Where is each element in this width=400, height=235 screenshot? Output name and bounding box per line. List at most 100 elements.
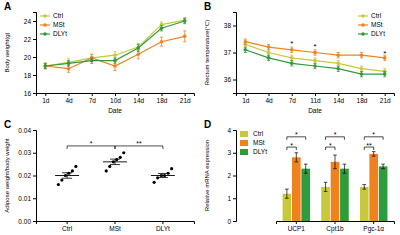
point: [119, 156, 122, 159]
legend-item: MSt: [358, 21, 383, 28]
x-tick: MSt: [109, 221, 121, 232]
bar: [292, 157, 301, 221]
annotation: *: [383, 49, 386, 58]
plot-area: [243, 39, 386, 77]
y-tick: 16: [24, 90, 36, 97]
error-bar: [67, 61, 70, 66]
significance-label: *: [90, 140, 93, 147]
legend-marker: [361, 14, 365, 18]
y-axis-title: Relative mRNA expression: [204, 140, 210, 211]
y-tick-label: 18: [24, 72, 32, 79]
bar: [321, 187, 330, 221]
y-tick-label: 0.02: [18, 172, 31, 179]
error-bar: [337, 61, 340, 66]
point: [267, 45, 271, 49]
point: [383, 72, 387, 76]
y-axis-line: [233, 13, 237, 94]
x-axis: 1d4d7d10d14d18d21d: [37, 93, 195, 104]
legend-marker: [361, 32, 365, 36]
legend-label: Ctrl: [253, 130, 264, 137]
legend-marker: [43, 32, 47, 36]
x-tick-label: 18d: [357, 97, 368, 104]
error-bar: [44, 63, 47, 68]
legend: Ctrl MSt DLYt: [358, 12, 385, 37]
significance-label: **: [136, 140, 142, 147]
panel-letter: D: [204, 119, 211, 130]
x-tick: 4d: [65, 93, 73, 104]
point: [290, 56, 294, 60]
bar: [369, 154, 378, 221]
x-tick: Ctrl: [62, 221, 73, 232]
significance-label: *: [372, 131, 375, 138]
y-axis-line: [33, 13, 37, 94]
y-tick: 4: [227, 127, 236, 134]
y-tick-label: 3: [227, 149, 231, 156]
error-bar: [372, 152, 376, 157]
point: [360, 72, 364, 76]
point: [74, 165, 77, 168]
panel: B363738Rectum temperature(°C)1d4d7d11d14…: [204, 1, 395, 114]
legend-label: DLYt: [371, 30, 385, 37]
y-tick-mark: [233, 221, 236, 222]
error-bar: [160, 26, 163, 31]
series-line: [245, 42, 384, 58]
legend-swatch: [240, 149, 248, 155]
x-tick-mark: [67, 221, 68, 224]
point: [336, 62, 340, 66]
x-tick-label: 14d: [133, 97, 144, 104]
annotation: *: [290, 39, 293, 48]
y-tick-mark: [233, 26, 236, 27]
y-tick: 2: [227, 172, 236, 179]
x-tick-mark: [292, 93, 293, 96]
y-tick-label: 4: [227, 127, 231, 134]
point: [360, 53, 364, 57]
x-tick-label: 18d: [157, 97, 168, 104]
legend-item: DLYt: [40, 30, 67, 37]
x-tick: 7d: [289, 93, 297, 104]
x-tick: DLYt: [156, 221, 170, 232]
y-tick: 37: [224, 49, 236, 56]
y-tick-mark: [233, 130, 236, 131]
x-axis: Ctrl MSt DLYt: [37, 221, 195, 232]
y-tick-label: 38: [224, 22, 232, 29]
point: [360, 67, 364, 71]
y-tick-label: 0.00: [18, 218, 31, 225]
error-bar: [295, 153, 299, 162]
series-line: [245, 50, 384, 74]
error-bar: [314, 58, 317, 63]
point: [136, 46, 140, 50]
y-tick: 0.02: [18, 172, 36, 179]
x-tick-label: 10d: [110, 97, 121, 104]
legend-label: DLYt: [53, 30, 67, 37]
point: [136, 53, 140, 57]
point: [43, 64, 47, 68]
x-tick-mark: [162, 221, 163, 224]
point: [57, 183, 60, 186]
y-tick: 18: [24, 72, 36, 79]
error-bar: [362, 185, 366, 190]
point: [113, 53, 117, 57]
legend-item: Ctrl: [358, 12, 382, 19]
y-axis: 0.000.010.020.030.04: [18, 127, 36, 225]
x-tick: Pgc-1α: [363, 221, 384, 233]
legend-swatch: [240, 131, 248, 137]
x-tick-label: Pgc-1α: [363, 225, 384, 233]
legend-marker: [43, 14, 47, 18]
x-tick-label: Ctrl: [62, 225, 73, 232]
error-bar: [114, 58, 117, 63]
x-tick: UCP1: [288, 221, 306, 232]
x-tick-label: 1d: [42, 97, 50, 104]
point: [67, 62, 71, 66]
panel-letter: B: [204, 1, 211, 12]
error-bar: [267, 44, 270, 49]
point: [267, 56, 271, 60]
point: [71, 169, 74, 172]
point: [170, 167, 173, 170]
x-tick-mark: [92, 93, 93, 96]
x-axis: 1d4d7d11d14d18d21d: [237, 93, 395, 104]
y-tick-label: 0.03: [18, 149, 31, 156]
error-bar: [290, 55, 293, 60]
y-axis: 1618202224: [24, 13, 37, 97]
y-axis-line: [233, 131, 237, 222]
legend-item: Ctrl: [40, 12, 64, 19]
